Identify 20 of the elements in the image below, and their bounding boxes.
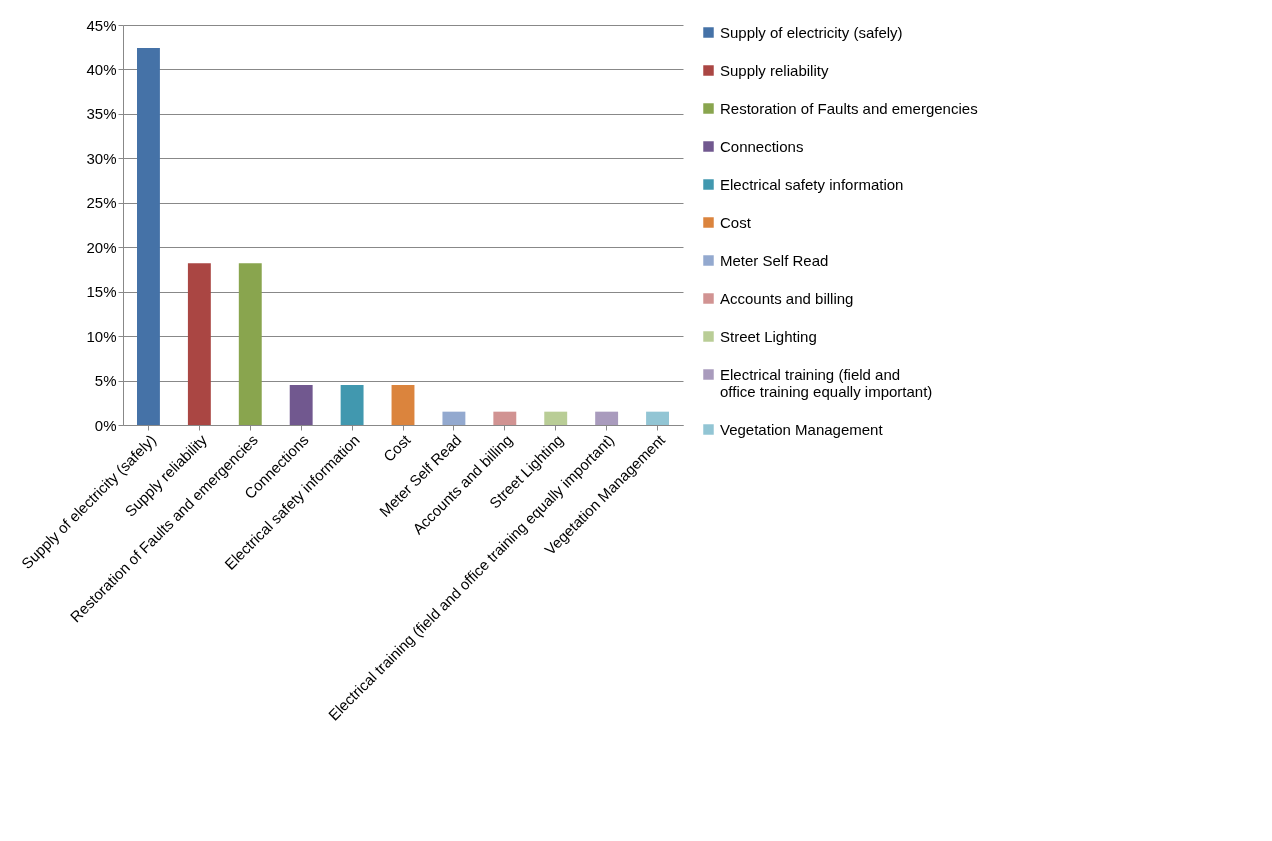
y-tick-label: 35% <box>86 105 117 123</box>
legend-label: Accounts and billing <box>720 289 854 307</box>
legend-label: Cost <box>720 213 752 231</box>
legend-label: Electrical safety information <box>720 175 904 193</box>
legend-label: Street Lighting <box>720 327 817 345</box>
y-tick-label: 0% <box>94 416 117 434</box>
legend-label: Restoration of Faults and emergencies <box>720 99 978 117</box>
y-tick-label: 25% <box>86 194 117 212</box>
legend-label: Connections <box>720 137 804 155</box>
legend-label: Supply reliability <box>720 61 829 79</box>
y-tick-label: 15% <box>86 283 117 301</box>
y-tick-label: 5% <box>94 372 117 390</box>
legend-label: Electrical training (field and office training equally important) <box>720 365 933 400</box>
y-tick-label: 40% <box>86 60 117 78</box>
y-tick-label: 45% <box>86 16 117 34</box>
y-tick-label: 30% <box>86 149 117 167</box>
legend-label: Supply of electricity (safely) <box>720 23 903 41</box>
y-tick-label: 10% <box>86 327 117 345</box>
y-tick-label: 20% <box>86 238 117 256</box>
legend-label: Meter Self Read <box>720 251 829 269</box>
